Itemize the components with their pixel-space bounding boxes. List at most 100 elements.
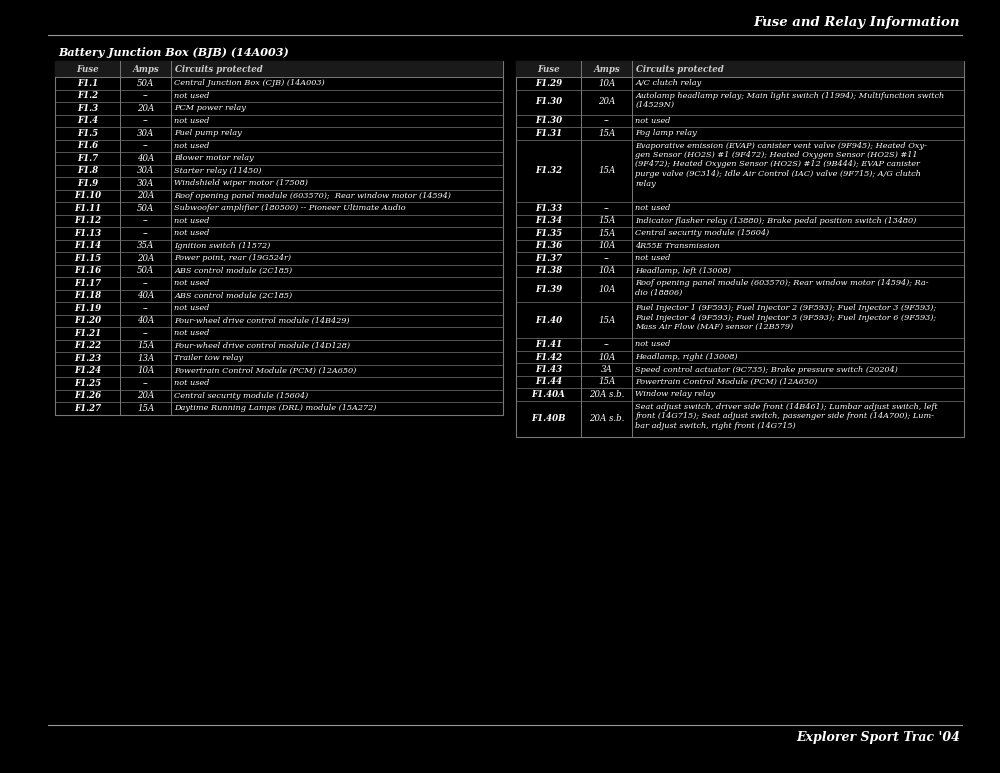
Text: --: -- bbox=[143, 279, 149, 288]
Text: Circuits protected: Circuits protected bbox=[636, 64, 724, 73]
Text: F1.37: F1.37 bbox=[535, 254, 562, 263]
Text: 10A: 10A bbox=[598, 79, 615, 88]
Text: F1.9: F1.9 bbox=[77, 179, 98, 188]
Text: not used: not used bbox=[174, 380, 210, 387]
Text: Fuel pump relay: Fuel pump relay bbox=[174, 129, 242, 138]
Text: 20A: 20A bbox=[137, 391, 154, 400]
Text: A/C clutch relay: A/C clutch relay bbox=[635, 80, 702, 87]
Text: 10A: 10A bbox=[598, 352, 615, 362]
Text: not used: not used bbox=[174, 117, 210, 124]
Text: F1.16: F1.16 bbox=[74, 266, 101, 275]
Text: --: -- bbox=[143, 141, 149, 150]
Text: F1.14: F1.14 bbox=[74, 241, 101, 250]
Bar bbox=[55, 61, 503, 414]
Text: F1.15: F1.15 bbox=[74, 254, 101, 263]
Text: --: -- bbox=[143, 116, 149, 125]
Text: 50A: 50A bbox=[137, 79, 154, 88]
Text: --: -- bbox=[604, 340, 610, 349]
Text: 4R55E Transmission: 4R55E Transmission bbox=[635, 242, 720, 250]
Text: 50A: 50A bbox=[137, 204, 154, 213]
Text: F1.17: F1.17 bbox=[74, 279, 101, 288]
Text: --: -- bbox=[143, 216, 149, 225]
Text: 15A: 15A bbox=[137, 341, 154, 350]
Text: Speed control actuator (9C735); Brake pressure switch (20204): Speed control actuator (9C735); Brake pr… bbox=[635, 366, 898, 373]
Text: F1.35: F1.35 bbox=[535, 229, 562, 238]
Text: not used: not used bbox=[174, 329, 210, 337]
Text: F1.3: F1.3 bbox=[77, 104, 98, 113]
Text: F1.30: F1.30 bbox=[535, 116, 562, 125]
Text: not used: not used bbox=[174, 279, 210, 288]
Bar bbox=[55, 61, 503, 77]
Text: not used: not used bbox=[174, 305, 210, 312]
Text: F1.4: F1.4 bbox=[77, 116, 98, 125]
Text: F1.12: F1.12 bbox=[74, 216, 101, 225]
Text: 20A: 20A bbox=[137, 254, 154, 263]
Text: F1.1: F1.1 bbox=[77, 79, 98, 88]
Text: Daytime Running Lamps (DRL) module (15A272): Daytime Running Lamps (DRL) module (15A2… bbox=[174, 404, 377, 412]
Text: Roof opening panel module (603570);  Rear window motor (14594): Roof opening panel module (603570); Rear… bbox=[174, 192, 451, 199]
Text: F1.41: F1.41 bbox=[535, 340, 562, 349]
Text: not used: not used bbox=[174, 141, 210, 150]
Text: Power point, rear (19G524r): Power point, rear (19G524r) bbox=[174, 254, 291, 262]
Text: F1.2: F1.2 bbox=[77, 91, 98, 100]
Text: Fuse: Fuse bbox=[76, 64, 99, 73]
Text: not used: not used bbox=[635, 117, 671, 124]
Text: Central Junction Box (CJB) (14A003): Central Junction Box (CJB) (14A003) bbox=[174, 80, 325, 87]
Text: F1.25: F1.25 bbox=[74, 379, 101, 388]
Text: F1.10: F1.10 bbox=[74, 191, 101, 200]
Text: Headlamp, left (13008): Headlamp, left (13008) bbox=[635, 267, 731, 274]
Text: F1.11: F1.11 bbox=[74, 204, 101, 213]
Text: F1.32: F1.32 bbox=[535, 166, 562, 175]
Text: --: -- bbox=[143, 229, 149, 238]
Text: F1.13: F1.13 bbox=[74, 229, 101, 238]
Text: --: -- bbox=[604, 204, 610, 213]
Text: F1.26: F1.26 bbox=[74, 391, 101, 400]
Text: Evaporative emission (EVAP) canister vent valve (9F945); Heated Oxy-
gen Sensor : Evaporative emission (EVAP) canister ven… bbox=[635, 141, 927, 188]
Text: F1.40B: F1.40B bbox=[531, 414, 566, 424]
Text: F1.27: F1.27 bbox=[74, 404, 101, 413]
Text: Four-wheel drive control module (14D128): Four-wheel drive control module (14D128) bbox=[174, 342, 350, 349]
Text: 15A: 15A bbox=[598, 315, 615, 325]
Text: --: -- bbox=[604, 254, 610, 263]
Text: 3A: 3A bbox=[601, 365, 613, 374]
Text: not used: not used bbox=[635, 204, 671, 213]
Text: F1.36: F1.36 bbox=[535, 241, 562, 250]
Text: 10A: 10A bbox=[598, 266, 615, 275]
Text: F1.44: F1.44 bbox=[535, 377, 562, 386]
Text: 15A: 15A bbox=[598, 166, 615, 175]
Text: Central security module (15604): Central security module (15604) bbox=[635, 230, 770, 237]
Text: F1.30: F1.30 bbox=[535, 97, 562, 107]
Text: F1.20: F1.20 bbox=[74, 316, 101, 325]
Text: F1.40A: F1.40A bbox=[532, 390, 565, 399]
Text: F1.23: F1.23 bbox=[74, 354, 101, 363]
Text: --: -- bbox=[604, 116, 610, 125]
Text: F1.5: F1.5 bbox=[77, 129, 98, 138]
Text: not used: not used bbox=[635, 254, 671, 262]
Text: Amps: Amps bbox=[132, 64, 159, 73]
Text: 15A: 15A bbox=[598, 216, 615, 225]
Text: 35A: 35A bbox=[137, 241, 154, 250]
Text: Blower motor relay: Blower motor relay bbox=[174, 155, 254, 162]
Text: 20A: 20A bbox=[598, 97, 615, 107]
Text: Subwoofer amplifier (180500) -- Pioneer Ultimate Audio: Subwoofer amplifier (180500) -- Pioneer … bbox=[174, 204, 406, 213]
Text: not used: not used bbox=[174, 216, 210, 225]
Text: 50A: 50A bbox=[137, 266, 154, 275]
Text: Autolamp headlamp relay; Main light switch (11994); Multifunction switch
(14529N: Autolamp headlamp relay; Main light swit… bbox=[635, 91, 945, 109]
Text: ABS control module (2C185): ABS control module (2C185) bbox=[174, 267, 293, 274]
Text: Indicator flasher relay (13880); Brake pedal position switch (13480): Indicator flasher relay (13880); Brake p… bbox=[635, 216, 917, 225]
Text: Headlamp, right (13008): Headlamp, right (13008) bbox=[635, 353, 738, 361]
Text: Amps: Amps bbox=[593, 64, 620, 73]
Text: 20A: 20A bbox=[137, 104, 154, 113]
Text: Fog lamp relay: Fog lamp relay bbox=[635, 129, 697, 138]
Text: 30A: 30A bbox=[137, 179, 154, 188]
Text: not used: not used bbox=[174, 230, 210, 237]
Text: 20A: 20A bbox=[137, 191, 154, 200]
Text: F1.39: F1.39 bbox=[535, 285, 562, 294]
Text: Powertrain Control Module (PCM) (12A650): Powertrain Control Module (PCM) (12A650) bbox=[174, 366, 357, 375]
Text: F1.29: F1.29 bbox=[535, 79, 562, 88]
Text: F1.38: F1.38 bbox=[535, 266, 562, 275]
Text: 20A s.b.: 20A s.b. bbox=[589, 414, 624, 424]
Text: --: -- bbox=[143, 91, 149, 100]
Text: Starter relay (11450): Starter relay (11450) bbox=[174, 167, 262, 175]
Text: F1.42: F1.42 bbox=[535, 352, 562, 362]
